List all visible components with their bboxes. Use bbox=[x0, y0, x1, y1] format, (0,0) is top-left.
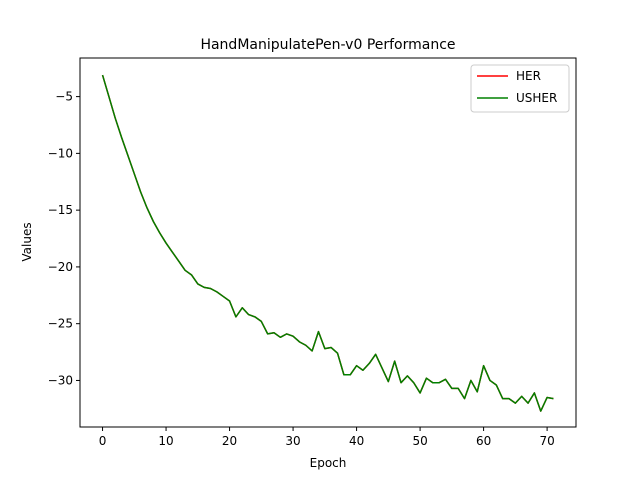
plot-area bbox=[101, 74, 554, 412]
legend-label-her: HER bbox=[516, 69, 541, 83]
plot-frame bbox=[79, 57, 577, 428]
y-tick-label: −5 bbox=[55, 90, 73, 104]
y-tick-label: −10 bbox=[48, 146, 73, 160]
x-tick-label: 10 bbox=[158, 434, 173, 448]
x-tick-label: 50 bbox=[412, 434, 427, 448]
chart-title: HandManipulatePen-v0 Performance bbox=[200, 37, 455, 53]
y-axis: −5 −10 −15 −20 −25 −30 bbox=[48, 90, 80, 387]
series-line-usher bbox=[101, 74, 554, 412]
x-axis-label: Epoch bbox=[310, 456, 347, 470]
x-tick-label: 70 bbox=[539, 434, 554, 448]
x-tick-label: 40 bbox=[349, 434, 364, 448]
y-tick-label: −30 bbox=[48, 373, 73, 387]
y-tick-label: −20 bbox=[48, 260, 73, 274]
x-axis: 0 10 20 30 40 50 60 70 bbox=[99, 427, 555, 448]
x-tick-label: 60 bbox=[476, 434, 491, 448]
x-tick-label: 30 bbox=[285, 434, 300, 448]
y-tick-label: −25 bbox=[48, 317, 73, 331]
y-tick-label: −15 bbox=[48, 203, 73, 217]
x-tick-label: 0 bbox=[99, 434, 107, 448]
y-axis-label: Values bbox=[20, 222, 34, 261]
x-tick-label: 20 bbox=[222, 434, 237, 448]
legend-label-usher: USHER bbox=[516, 91, 557, 105]
legend: HER USHER bbox=[470, 64, 570, 113]
